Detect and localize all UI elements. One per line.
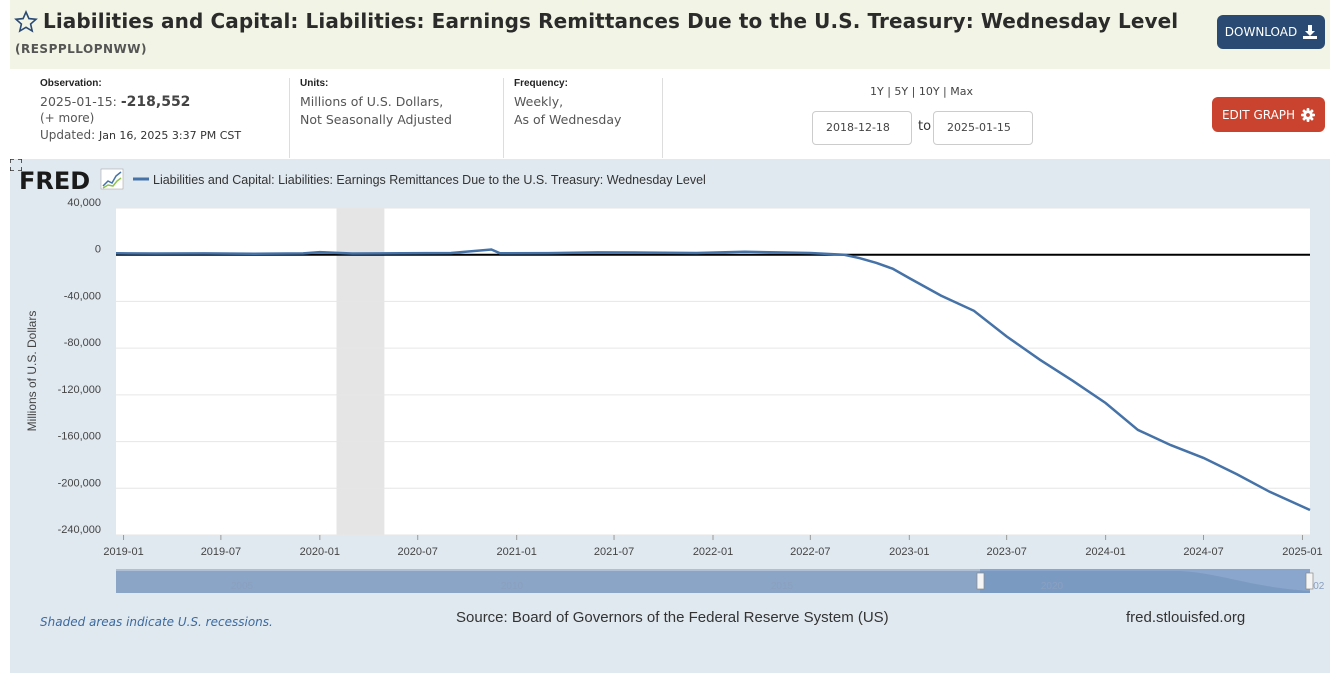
x-tick-label: 2021-01 xyxy=(497,546,537,558)
y-tick-label: -240,000 xyxy=(58,524,101,536)
y-tick-label: -120,000 xyxy=(58,384,101,396)
y-tick-label: 0 xyxy=(95,244,101,256)
start-date-input[interactable]: 2018-12-18 xyxy=(812,111,912,145)
x-tick-label: 2023-01 xyxy=(889,546,929,558)
observation-date: 2025-01-15: xyxy=(40,94,117,109)
y-axis-label: Millions of U.S. Dollars xyxy=(25,311,39,432)
star-icon[interactable] xyxy=(14,10,38,34)
navigator-label: 2005 xyxy=(231,581,254,592)
navigator-handle-left[interactable] xyxy=(976,572,985,590)
x-tick-label: 2022-07 xyxy=(790,546,830,558)
observation-value: -218,552 xyxy=(120,94,191,110)
edit-graph-label: EDIT GRAPH xyxy=(1221,107,1296,122)
x-tick-label: 2019-07 xyxy=(201,546,241,558)
fred-logo-text: FRED xyxy=(19,167,90,195)
series-header: Liabilities and Capital: Liabilities: Ea… xyxy=(10,0,1330,69)
x-tick-label: 2021-07 xyxy=(594,546,634,558)
gear-icon xyxy=(1301,107,1316,122)
more-link[interactable]: (+ more) xyxy=(40,111,95,125)
navigator-label: 202 xyxy=(1308,581,1325,592)
x-tick-label: 2024-01 xyxy=(1085,546,1125,558)
series-line[interactable] xyxy=(115,248,1311,512)
to-label: to xyxy=(918,119,932,134)
recession-note: Shaded areas indicate U.S. recessions. xyxy=(40,615,273,629)
navigator-series xyxy=(116,571,1310,593)
frequency-line2: As of Wednesday xyxy=(514,112,622,127)
x-tick-label: 2020-01 xyxy=(300,546,340,558)
x-tick-label: 2024-07 xyxy=(1183,546,1223,558)
x-tick-label: 2022-01 xyxy=(693,546,733,558)
range-10y[interactable]: 10Y xyxy=(918,85,940,98)
frequency-block: Frequency: Weekly, As of Wednesday xyxy=(503,78,663,158)
fred-logo[interactable]: FRED xyxy=(19,167,124,195)
recession-band xyxy=(336,208,385,535)
fred-logo-line-2 xyxy=(102,177,122,189)
units-label: Units: xyxy=(300,78,329,89)
y-tick-label: -40,000 xyxy=(64,290,101,302)
frequency-label: Frequency: xyxy=(514,78,568,89)
download-label: DOWNLOAD xyxy=(1224,25,1298,39)
site-url[interactable]: fred.stlouisfed.org xyxy=(1126,609,1246,626)
range-1y[interactable]: 1Y xyxy=(870,85,884,98)
navigator-label: 2020 xyxy=(1041,581,1064,592)
source-text: Source: Board of Governors of the Federa… xyxy=(456,609,889,626)
updated-label: Updated: xyxy=(40,128,96,142)
end-date-input[interactable]: 2025-01-15 xyxy=(933,111,1033,145)
units-line2: Not Seasonally Adjusted xyxy=(300,112,452,127)
x-tick-label: 2025-01 xyxy=(1282,546,1322,558)
fullscreen-icon[interactable] xyxy=(10,159,22,171)
frequency-line1: Weekly, xyxy=(514,94,564,109)
range-max[interactable]: Max xyxy=(950,85,974,98)
updated-time: Jan 16, 2025 3:37 PM CST xyxy=(98,129,242,142)
navigator-label: 2015 xyxy=(771,581,794,592)
chart-panel: FRED Liabilities and Capital: Liabilitie… xyxy=(10,159,1330,673)
x-tick-label: 2020-07 xyxy=(398,546,438,558)
navigator-label: 2010 xyxy=(501,581,524,592)
edit-graph-button[interactable]: EDIT GRAPH xyxy=(1212,97,1325,132)
range-selector: 1Y | 5Y | 10Y | Max xyxy=(870,85,974,98)
x-tick-label: 2023-07 xyxy=(986,546,1026,558)
fred-logo-line-1 xyxy=(102,171,122,187)
observation-block: Observation: 2025-01-15: -218,552 (+ mor… xyxy=(40,78,290,158)
page-title: Liabilities and Capital: Liabilities: Ea… xyxy=(43,9,1179,33)
navigator[interactable]: 2005 2010 2015 2020 202 xyxy=(116,569,1325,593)
y-tick-label: -160,000 xyxy=(58,431,101,443)
line-chart[interactable]: FRED Liabilities and Capital: Liabilitie… xyxy=(10,159,1330,673)
legend-text: Liabilities and Capital: Liabilities: Ea… xyxy=(153,173,706,187)
y-tick-label: -80,000 xyxy=(64,337,101,349)
y-tick-label: -200,000 xyxy=(58,477,101,489)
y-tick-label: 40,000 xyxy=(67,197,101,209)
plot-area xyxy=(116,208,1310,535)
range-5y[interactable]: 5Y xyxy=(894,85,909,98)
observation-label: Observation: xyxy=(40,78,102,89)
units-block: Units: Millions of U.S. Dollars, Not Sea… xyxy=(289,78,503,158)
series-id: (RESPPLLOPNWW) xyxy=(15,42,148,56)
units-line1: Millions of U.S. Dollars, xyxy=(300,94,444,109)
navigator-handle-right[interactable] xyxy=(1305,572,1314,590)
download-icon xyxy=(1303,25,1318,39)
download-button[interactable]: DOWNLOAD xyxy=(1217,15,1325,49)
x-tick-label: 2019-01 xyxy=(103,546,143,558)
